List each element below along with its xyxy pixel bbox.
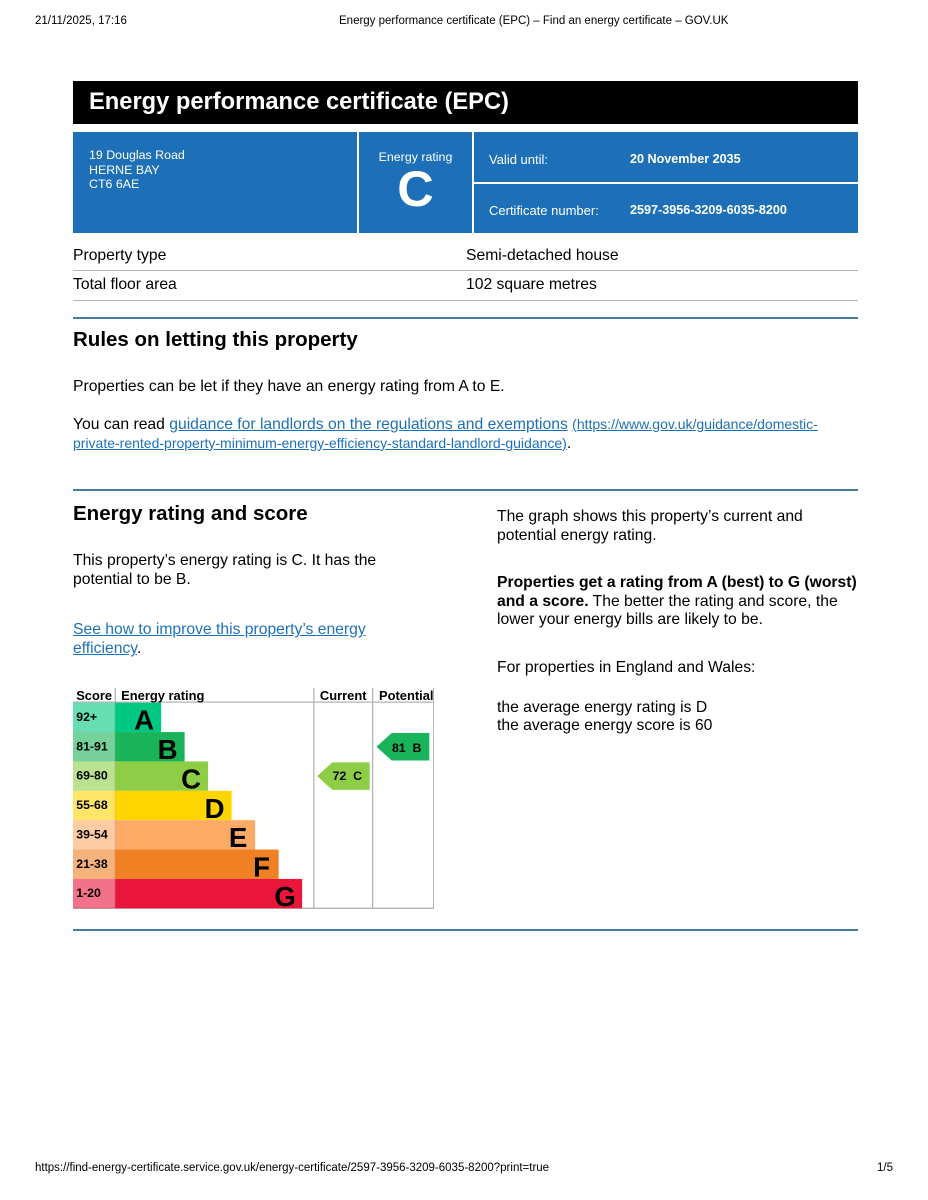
svg-text:Current: Current (320, 688, 367, 703)
svg-text:G: G (274, 881, 295, 909)
svg-text:69-80: 69-80 (76, 769, 108, 783)
svg-text:Potential: Potential (379, 688, 434, 703)
svg-text:55-68: 55-68 (76, 798, 108, 812)
svg-text:1-20: 1-20 (76, 886, 101, 900)
svg-text:Energy rating: Energy rating (121, 688, 204, 703)
svg-text:21-38: 21-38 (76, 857, 108, 871)
svg-text:D: D (205, 793, 225, 824)
svg-text:C: C (181, 763, 201, 794)
svg-text:B: B (158, 734, 178, 765)
svg-text:E: E (229, 822, 247, 853)
svg-text:F: F (253, 852, 270, 883)
svg-text:Score: Score (76, 688, 112, 703)
svg-text:A: A (134, 705, 154, 736)
svg-text:81 B: 81 B (392, 741, 422, 755)
svg-text:81-91: 81-91 (76, 739, 108, 753)
svg-text:39-54: 39-54 (76, 827, 108, 841)
svg-text:72 C: 72 C (333, 769, 363, 783)
svg-text:92+: 92+ (76, 710, 97, 724)
